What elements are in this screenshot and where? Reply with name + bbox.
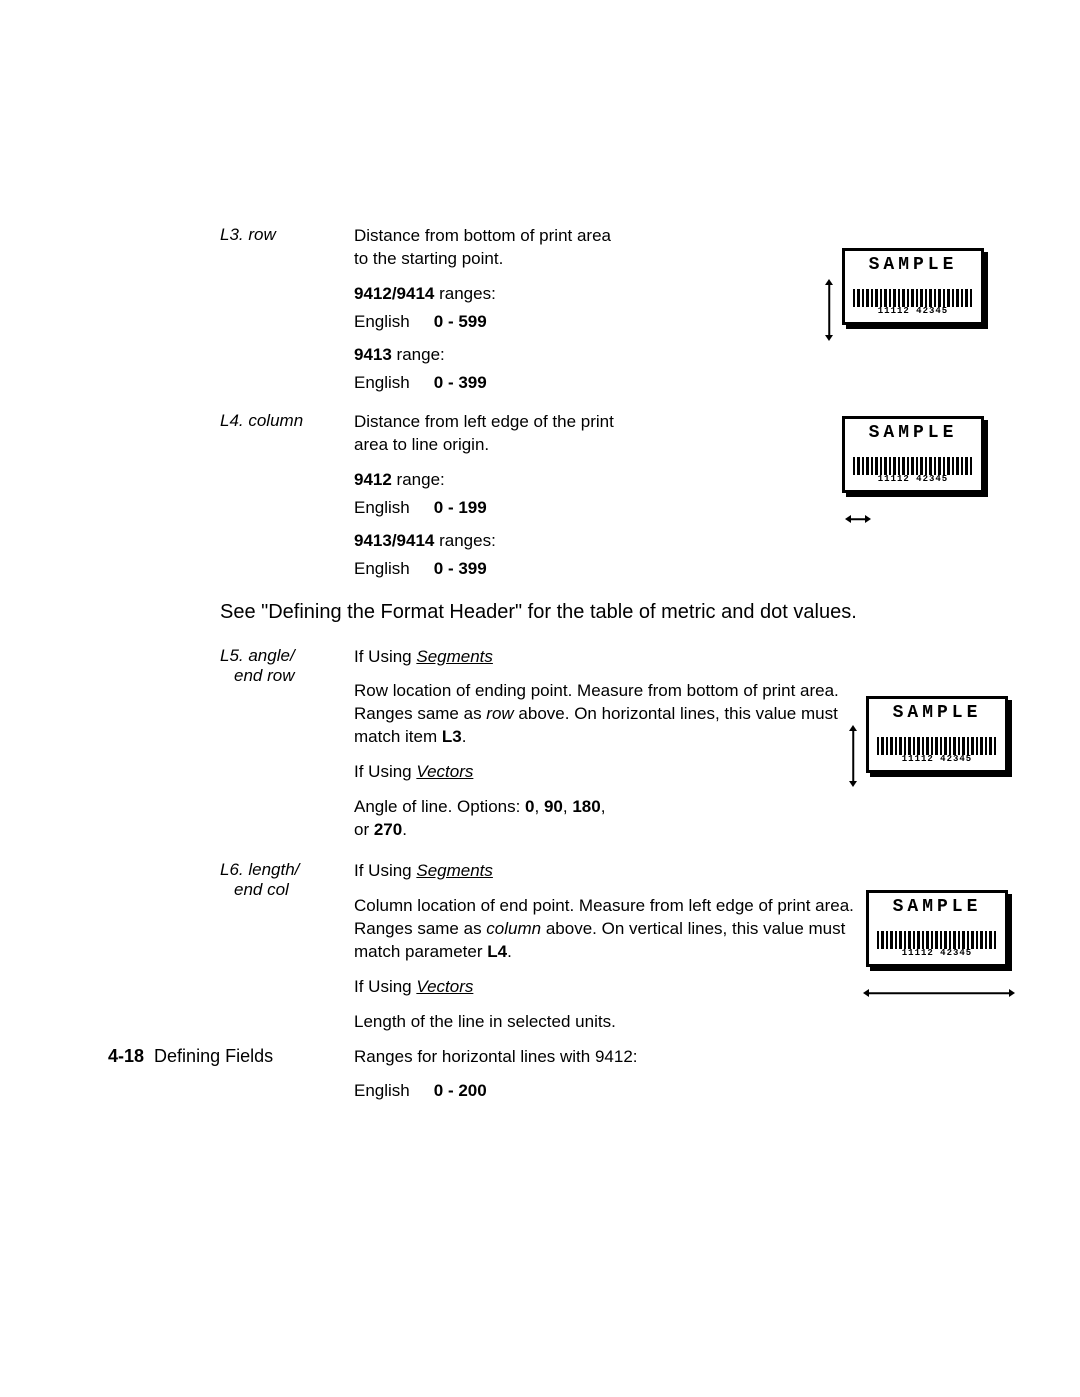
- l3-r2: English 0 - 399: [354, 373, 614, 393]
- sample-l3: SAMPLE 11112 42345: [842, 248, 984, 325]
- sample-l5: SAMPLE 11112 42345: [866, 696, 1008, 773]
- param-l6: L6. length/ end col If Using Segments Co…: [220, 860, 870, 1113]
- dim-arrow-h: [846, 514, 870, 524]
- sample-title: SAMPLE: [845, 251, 981, 277]
- l6-body: If Using Segments Column location of end…: [354, 860, 870, 1113]
- barcode-icon: [853, 289, 973, 307]
- section-title: Defining Fields: [154, 1046, 273, 1066]
- l6-rng-intro: Ranges for horizontal lines with 9412:: [354, 1046, 870, 1069]
- page-footer: 4-18 Defining Fields: [108, 1046, 273, 1067]
- param-l3: L3. row Distance from bottom of print ar…: [220, 225, 870, 405]
- l3-body: Distance from bottom of print area to th…: [354, 225, 614, 405]
- l5-vec-body: Angle of line. Options: 0, 90, 180, or 2…: [354, 796, 614, 842]
- l4-r1-label: 9412 range:: [354, 469, 614, 492]
- sample-l4: SAMPLE 11112 42345: [842, 416, 984, 493]
- param-l5: L5. angle/ end row If Using Segments Row…: [220, 646, 870, 855]
- l5-vec-head: If Using Vectors: [354, 761, 870, 784]
- l4-r2-label: 9413/9414 ranges:: [354, 530, 614, 553]
- dim-arrow-v: [848, 726, 858, 786]
- l6-seg-head: If Using Segments: [354, 860, 870, 883]
- l6-seg-body: Column location of end point. Measure fr…: [354, 895, 870, 964]
- l6-vec-head: If Using Vectors: [354, 976, 870, 999]
- l6-rng: English 0 - 200: [354, 1081, 870, 1101]
- barcode-number: 11112 42345: [853, 306, 973, 316]
- l3-desc: Distance from bottom of print area to th…: [354, 225, 614, 271]
- l3-r2-label: 9413 range:: [354, 344, 614, 367]
- l3-label: L3. row: [220, 225, 354, 245]
- l4-label: L4. column: [220, 411, 354, 431]
- l3-r1-label: 9412/9414 ranges:: [354, 283, 614, 306]
- l6-label: L6. length/ end col: [220, 860, 354, 900]
- l4-r2: English 0 - 399: [354, 559, 614, 579]
- metric-note: See "Defining the Format Header" for the…: [220, 599, 870, 626]
- l5-seg-body: Row location of ending point. Measure fr…: [354, 680, 870, 749]
- l3-r1: English 0 - 599: [354, 312, 614, 332]
- l4-body: Distance from left edge of the print are…: [354, 411, 614, 591]
- l4-desc: Distance from left edge of the print are…: [354, 411, 614, 457]
- dim-arrow-v: [824, 280, 834, 340]
- l6-vec-body: Length of the line in selected units.: [354, 1011, 870, 1034]
- page: L3. row Distance from bottom of print ar…: [0, 0, 1080, 1397]
- dim-arrow-h: [864, 988, 1014, 998]
- l4-r1: English 0 - 199: [354, 498, 614, 518]
- l5-label: L5. angle/ end row: [220, 646, 354, 686]
- page-number: 4-18: [108, 1046, 144, 1066]
- sample-l6: SAMPLE 11112 42345: [866, 890, 1008, 967]
- l5-seg-head: If Using Segments: [354, 646, 870, 669]
- param-l4: L4. column Distance from left edge of th…: [220, 411, 870, 591]
- l5-body: If Using Segments Row location of ending…: [354, 646, 870, 855]
